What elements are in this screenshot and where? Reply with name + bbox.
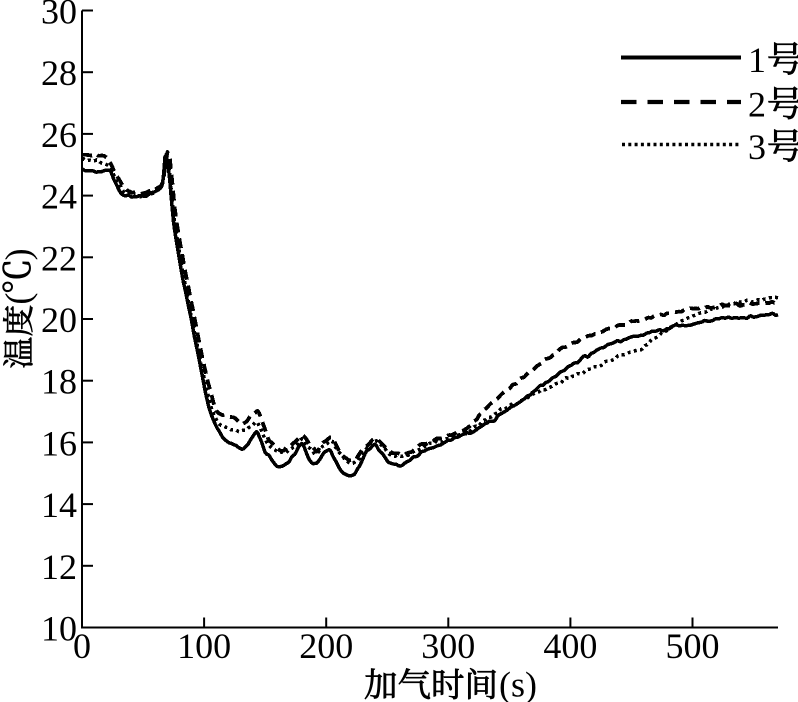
svg-text:300: 300: [421, 626, 475, 666]
svg-text:(s): (s): [499, 665, 537, 702]
svg-text:400: 400: [543, 626, 597, 666]
svg-text:3: 3: [748, 127, 766, 167]
svg-text:500: 500: [666, 626, 720, 666]
svg-text:(: (: [0, 293, 38, 305]
svg-text:10: 10: [41, 609, 77, 649]
svg-text:100: 100: [177, 626, 231, 666]
svg-text:12: 12: [41, 547, 77, 587]
svg-text:16: 16: [41, 423, 77, 463]
svg-text:2: 2: [748, 84, 766, 124]
svg-text:14: 14: [41, 485, 77, 525]
svg-text:26: 26: [41, 115, 77, 155]
svg-text:28: 28: [41, 53, 77, 93]
svg-text:22: 22: [41, 238, 77, 278]
svg-text:1: 1: [748, 40, 766, 80]
svg-text:24: 24: [41, 177, 77, 217]
svg-text:200: 200: [299, 626, 353, 666]
svg-text:): ): [0, 248, 38, 260]
svg-text:0: 0: [73, 626, 91, 666]
svg-text:20: 20: [41, 300, 77, 340]
svg-text:18: 18: [41, 362, 77, 402]
svg-text:30: 30: [41, 0, 77, 32]
